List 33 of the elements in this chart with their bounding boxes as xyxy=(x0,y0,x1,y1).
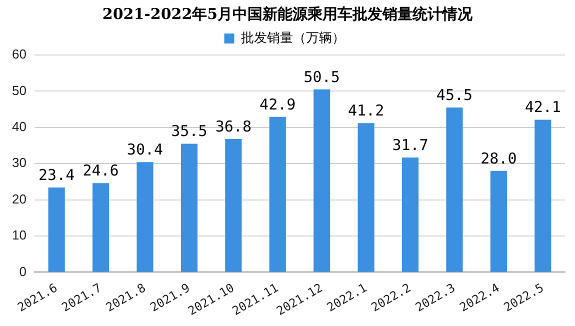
legend-label: 批发销量（万辆） xyxy=(240,30,345,46)
data-label: 42.1 xyxy=(524,98,561,116)
y-tick-label: 0 xyxy=(19,264,26,279)
y-tick-label: 10 xyxy=(12,228,26,243)
data-label: 42.9 xyxy=(260,95,296,114)
bar xyxy=(48,188,65,272)
y-tick-label: 40 xyxy=(12,118,26,134)
data-label: 41.2 xyxy=(348,101,384,120)
bar xyxy=(534,120,552,272)
bar xyxy=(136,162,154,272)
bar xyxy=(225,139,242,272)
bar xyxy=(180,144,198,272)
bar xyxy=(402,157,419,272)
data-label: 50.5 xyxy=(304,68,340,86)
bar xyxy=(490,170,507,272)
data-label: 35.5 xyxy=(171,122,208,140)
data-label: 28.0 xyxy=(480,149,517,168)
y-tick-label: 50 xyxy=(12,82,26,98)
bar xyxy=(314,89,330,272)
bar xyxy=(269,116,286,272)
data-label: 36.8 xyxy=(215,117,252,136)
y-tick-label: 20 xyxy=(12,191,26,206)
y-tick-label: 30 xyxy=(12,155,26,170)
bar xyxy=(446,108,463,272)
data-label: 31.7 xyxy=(392,136,428,154)
chart-title: 2021-2022年5月中国新能源乘用车批发销量统计情况 xyxy=(101,4,474,24)
y-tick-label: 60 xyxy=(12,46,26,62)
bar xyxy=(358,123,374,272)
data-label: 30.4 xyxy=(126,140,164,159)
data-label: 24.6 xyxy=(82,162,119,180)
data-label: 45.5 xyxy=(436,86,473,104)
bar xyxy=(92,183,110,272)
data-label: 23.4 xyxy=(38,166,75,184)
